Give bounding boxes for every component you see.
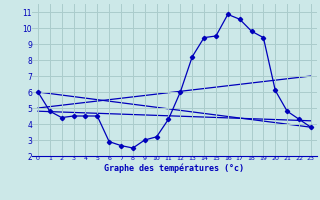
- X-axis label: Graphe des températures (°c): Graphe des températures (°c): [104, 164, 244, 173]
